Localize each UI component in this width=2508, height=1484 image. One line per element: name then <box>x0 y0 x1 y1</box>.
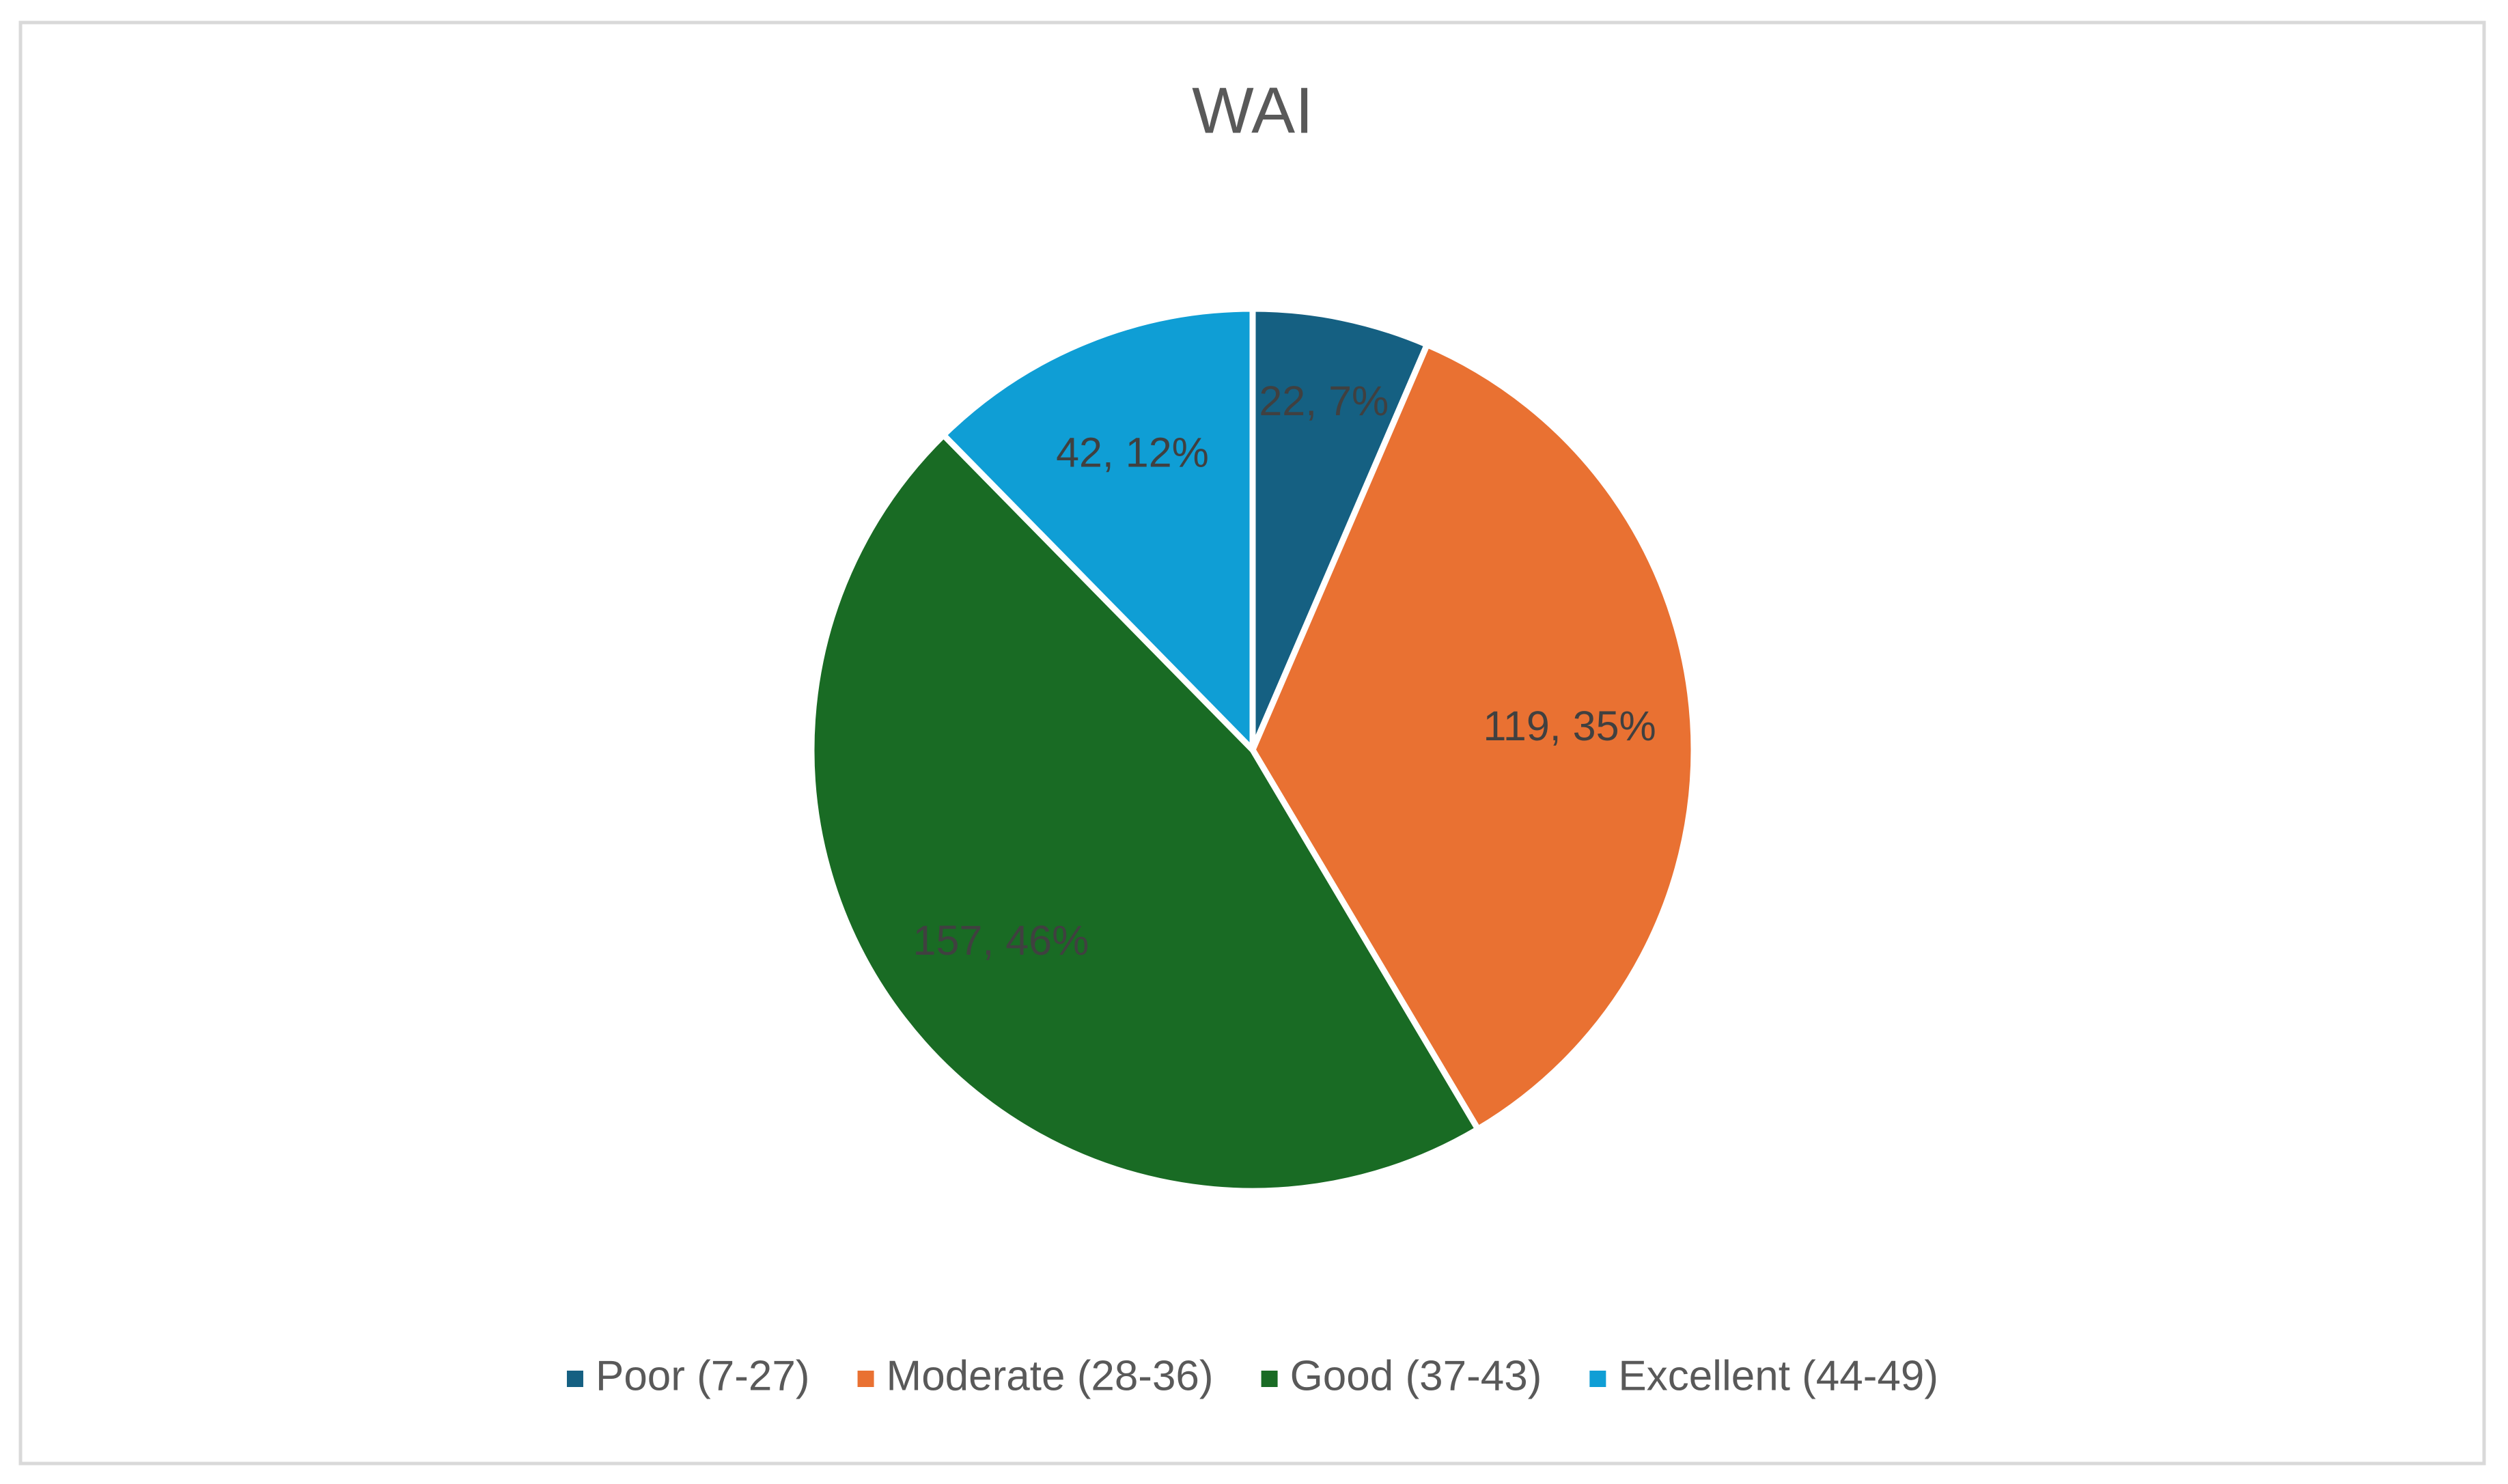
legend-marker <box>1261 1371 1278 1387</box>
pie-slice <box>1249 305 1430 753</box>
legend-marker <box>566 1371 583 1387</box>
data-labels: 22, 7% 119, 35% 157, 46% 42, 12% <box>913 378 1656 964</box>
data-label: 22, 7% <box>1259 378 1389 424</box>
legend-label: Good (37-43) <box>1290 1352 1542 1399</box>
legend-marker <box>857 1371 874 1387</box>
legend-marker <box>1589 1371 1606 1387</box>
pie-slice <box>940 305 1256 753</box>
pie-slice <box>808 432 1481 1194</box>
legend-label: Moderate (28-36) <box>887 1352 1214 1399</box>
legend: Poor (7-27) Moderate (28-36) Good (37-43) E… <box>566 1352 1938 1399</box>
chart-title: WAI <box>1192 74 1313 147</box>
data-label: 157, 46% <box>913 917 1089 964</box>
pie <box>808 305 1697 1194</box>
legend-label: Poor (7-27) <box>596 1352 810 1399</box>
legend-label: Excellent (44-49) <box>1618 1352 1938 1399</box>
data-label: 119, 35% <box>1483 703 1656 749</box>
data-label: 42, 12% <box>1056 430 1209 476</box>
